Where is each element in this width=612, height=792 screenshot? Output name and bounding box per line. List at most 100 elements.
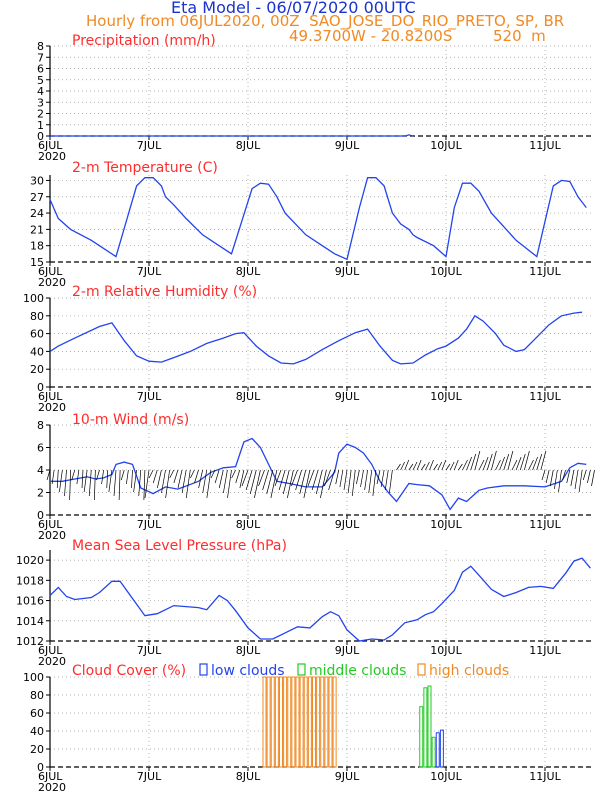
bar-high-clouds <box>316 676 321 768</box>
x-tick-label: 11JUL <box>529 265 561 278</box>
wind-barb <box>320 469 327 499</box>
y-tick-label: 7 <box>37 51 44 64</box>
wind-barb <box>515 456 522 471</box>
wind-barb <box>315 469 323 495</box>
y-tick-label: 2 <box>37 487 44 500</box>
wind-barb <box>245 469 253 491</box>
wind-barb <box>351 469 356 497</box>
x-tick-label: 7JUL <box>137 139 162 152</box>
x-tick-label: 6JUL <box>38 139 63 152</box>
panel-title: 2-m Temperature (C) <box>72 160 218 176</box>
wind-barb <box>360 469 364 488</box>
wind-barb <box>507 450 514 471</box>
series-line <box>50 134 414 137</box>
y-tick-label: 8 <box>37 40 44 53</box>
wind-barb <box>185 469 191 499</box>
wind-barb <box>278 469 286 491</box>
wind-barb <box>235 469 241 484</box>
bar-middle-clouds <box>427 685 432 768</box>
wind-barb <box>131 469 133 489</box>
bar-high-clouds <box>262 676 267 768</box>
x-tick-label: 9JUL <box>335 518 360 531</box>
bar-high-clouds <box>279 676 283 768</box>
x-tick-label: 7JUL <box>137 265 162 278</box>
bar-high-clouds <box>287 676 292 768</box>
x-year-label: 2020 <box>38 276 66 289</box>
wind-barb <box>445 463 451 471</box>
wind-barb <box>118 469 121 501</box>
wind-barb <box>408 463 414 471</box>
wind-barb <box>249 469 257 495</box>
wind-barb <box>429 459 434 471</box>
x-tick-label: 9JUL <box>335 139 360 152</box>
x-tick-label: 10JUL <box>430 265 462 278</box>
wind-barb <box>441 459 447 471</box>
wind-barb <box>71 469 76 481</box>
wind-barb <box>295 469 302 491</box>
bar-middle-clouds <box>431 736 436 768</box>
wind-barb <box>231 469 236 479</box>
wind-barb <box>416 459 422 471</box>
wind-barb <box>227 469 232 499</box>
series-line <box>49 557 591 642</box>
y-tick-label: 0 <box>37 509 44 522</box>
location-line: Hourly from 06JUL2020, 00Z SAO_JOSE_DO_R… <box>86 12 565 30</box>
y-tick-label: 18 <box>30 240 44 253</box>
panel-5 <box>46 550 592 645</box>
series-line <box>50 437 587 511</box>
wind-barb <box>96 469 100 481</box>
x-year-label: 2020 <box>38 529 66 542</box>
y-tick-label: 27 <box>30 191 44 204</box>
x-tick-label: 11JUL <box>529 139 561 152</box>
bar-high-clouds <box>295 676 300 768</box>
bar-high-clouds <box>320 676 325 768</box>
wind-barb <box>433 463 438 471</box>
y-tick-label: 20 <box>30 363 44 376</box>
wind-barb <box>291 469 298 487</box>
wind-barb <box>144 469 150 499</box>
wind-barb <box>218 469 224 489</box>
y-tick-label: 20 <box>30 743 44 756</box>
wind-barb <box>587 469 591 484</box>
x-tick-label: 6JUL <box>38 644 63 657</box>
legend-label: high clouds <box>429 663 509 679</box>
wind-barb <box>59 469 63 493</box>
x-tick-label: 6JUL <box>38 770 63 783</box>
bar-high-clouds <box>332 676 337 768</box>
bar-high-clouds <box>324 676 329 768</box>
x-tick-label: 7JUL <box>137 390 162 403</box>
x-tick-label: 6JUL <box>38 390 63 403</box>
x-tick-label: 8JUL <box>236 390 261 403</box>
wind-barb <box>389 469 393 494</box>
wind-barb <box>404 459 410 471</box>
wind-barb <box>491 450 497 471</box>
y-tick-label: 80 <box>30 310 44 323</box>
wind-barb <box>519 453 526 471</box>
bar-high-clouds <box>270 676 275 768</box>
wind-barb <box>541 469 546 481</box>
wind-barb <box>169 469 175 479</box>
x-tick-label: 6JUL <box>38 265 63 278</box>
wind-barb <box>368 469 373 494</box>
wind-barb <box>307 469 315 487</box>
x-tick-label: 7JUL <box>137 770 162 783</box>
x-tick-label: 9JUL <box>335 770 360 783</box>
x-tick-label: 10JUL <box>430 644 462 657</box>
wind-barb <box>503 453 510 471</box>
wind-barb <box>474 450 481 471</box>
x-year-label: 2020 <box>38 401 66 414</box>
legend-swatch <box>297 663 306 676</box>
wind-barb <box>138 469 142 497</box>
wind-barb <box>94 469 96 501</box>
bar-low-clouds <box>439 729 444 768</box>
x-year-label: 2020 <box>38 781 66 792</box>
wind-barb <box>126 469 129 485</box>
y-tick-label: 30 <box>30 174 44 187</box>
x-tick-label: 8JUL <box>236 644 261 657</box>
wind-barb <box>591 469 595 487</box>
wind-barb <box>287 469 294 499</box>
bar-high-clouds <box>312 676 316 768</box>
wind-barb <box>303 469 311 499</box>
wind-barb <box>56 469 59 489</box>
